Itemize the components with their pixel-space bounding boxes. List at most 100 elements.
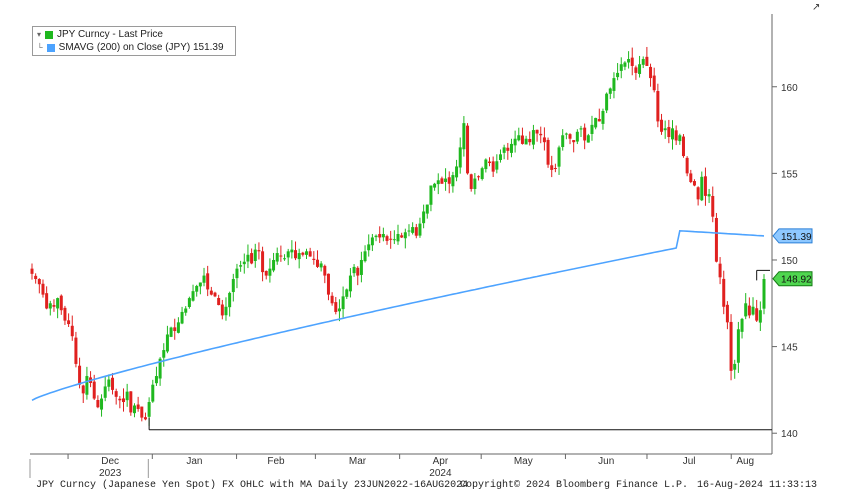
ohlc-body bbox=[114, 391, 118, 397]
ohlc-body bbox=[323, 265, 327, 276]
ohlc-body bbox=[356, 267, 360, 276]
ohlc-bar bbox=[308, 247, 312, 257]
ma-value-tag-shape bbox=[772, 228, 813, 244]
ohlc-body bbox=[326, 273, 330, 295]
ohlc-bar bbox=[337, 299, 341, 322]
ohlc-bar bbox=[341, 286, 345, 318]
ohlc-body bbox=[477, 176, 481, 178]
x-tick-label: Jul bbox=[683, 456, 696, 467]
ohlc-bar bbox=[180, 306, 184, 325]
x-tick-label: Feb bbox=[267, 456, 285, 467]
ohlc-bar bbox=[422, 204, 426, 229]
ohlc-body bbox=[305, 251, 308, 255]
ohlc-bar bbox=[151, 379, 155, 403]
ohlc-body bbox=[488, 161, 491, 163]
ohlc-bar bbox=[169, 326, 173, 338]
ohlc-bar bbox=[202, 267, 206, 287]
ohlc-bar bbox=[740, 317, 744, 339]
ohlc-bar bbox=[619, 57, 623, 79]
ohlc-bar bbox=[714, 212, 718, 263]
ohlc-body bbox=[187, 298, 191, 307]
ohlc-bar bbox=[524, 135, 528, 145]
ohlc-bar bbox=[747, 297, 751, 319]
ohlc-bar bbox=[762, 274, 766, 315]
ohlc-body bbox=[202, 275, 206, 283]
ohlc-bar bbox=[374, 234, 378, 242]
ohlc-body bbox=[579, 128, 583, 130]
ohlc-bar bbox=[143, 412, 147, 421]
y-tick-label: 160 bbox=[781, 83, 798, 94]
ohlc-body bbox=[634, 67, 638, 73]
ohlc-bar bbox=[359, 251, 363, 283]
ohlc-body bbox=[700, 176, 704, 201]
ohlc-body bbox=[290, 249, 294, 253]
ma-value-tag: 151.39 bbox=[772, 228, 813, 244]
ohlc-body bbox=[92, 381, 96, 399]
ohlc-bar bbox=[312, 251, 316, 265]
ohlc-bar bbox=[480, 166, 484, 181]
ohlc-bar bbox=[345, 288, 349, 300]
ohlc-body bbox=[528, 138, 532, 143]
ohlc-bar bbox=[224, 297, 228, 321]
ohlc-body bbox=[623, 62, 627, 67]
ohlc-bar bbox=[246, 244, 250, 269]
ohlc-body bbox=[608, 88, 612, 94]
ohlc-body bbox=[348, 275, 352, 292]
ohlc-body bbox=[367, 244, 371, 251]
footer-copyright: Copyright© 2024 Bloomberg Finance L.P. bbox=[460, 480, 689, 491]
ohlc-bar bbox=[52, 299, 56, 312]
ohlc-bar bbox=[305, 248, 308, 260]
ohlc-bar bbox=[165, 325, 169, 354]
ohlc-bar bbox=[751, 297, 755, 316]
ohlc-bar bbox=[539, 126, 543, 144]
ohlc-body bbox=[641, 59, 645, 65]
x-tick-label: Aug bbox=[736, 456, 754, 467]
ohlc-bar bbox=[132, 403, 136, 418]
ohlc-body bbox=[312, 258, 316, 260]
ohlc-body bbox=[198, 282, 202, 287]
corner-expand-icon[interactable]: ↗ bbox=[812, 2, 820, 13]
ohlc-bar bbox=[689, 169, 693, 184]
ohlc-bar bbox=[671, 120, 674, 150]
ohlc-body bbox=[30, 268, 34, 274]
ohlc-bar bbox=[220, 299, 224, 320]
ohlc-bar bbox=[477, 175, 481, 181]
ohlc-body bbox=[345, 289, 349, 297]
ohlc-body bbox=[261, 251, 265, 273]
ohlc-body bbox=[213, 292, 217, 297]
ohlc-body bbox=[557, 147, 561, 167]
ohlc-bar bbox=[645, 46, 649, 66]
ohlc-body bbox=[509, 143, 513, 153]
ohlc-body bbox=[78, 365, 82, 385]
ohlc-body bbox=[451, 175, 455, 187]
ohlc-bar bbox=[692, 179, 696, 187]
x-year-label: 2023 bbox=[99, 468, 122, 479]
ohlc-bar bbox=[242, 253, 246, 274]
ohlc-body bbox=[100, 398, 104, 410]
ohlc-body bbox=[315, 259, 319, 267]
legend-swatch-price bbox=[45, 30, 54, 39]
ohlc-body bbox=[52, 305, 56, 307]
ohlc-bar bbox=[649, 63, 653, 87]
legend-entry-ma: └ SMAVG (200) on Close (JPY) 151.39 bbox=[37, 42, 224, 53]
ohlc-body bbox=[140, 406, 144, 418]
last-price-tag-shape bbox=[772, 271, 813, 287]
ohlc-bar bbox=[568, 133, 572, 145]
ohlc-body bbox=[663, 128, 667, 131]
ohlc-bar bbox=[118, 395, 122, 409]
ohlc-body bbox=[619, 64, 623, 71]
legend-label-price: JPY Curncy - Last Price bbox=[57, 29, 163, 40]
ohlc-body bbox=[337, 308, 341, 312]
ohlc-body bbox=[535, 129, 539, 134]
ohlc-body bbox=[411, 227, 415, 233]
ohlc-bar bbox=[473, 173, 477, 195]
ohlc-bar bbox=[154, 366, 158, 386]
ohlc-bar bbox=[656, 83, 660, 128]
ohlc-body bbox=[41, 283, 45, 295]
ohlc-body bbox=[48, 303, 52, 309]
ohlc-bar bbox=[729, 314, 733, 381]
y-tick-label: 140 bbox=[781, 429, 798, 440]
ohlc-body bbox=[652, 75, 656, 91]
ohlc-bar bbox=[140, 406, 144, 422]
ohlc-body bbox=[714, 217, 718, 262]
